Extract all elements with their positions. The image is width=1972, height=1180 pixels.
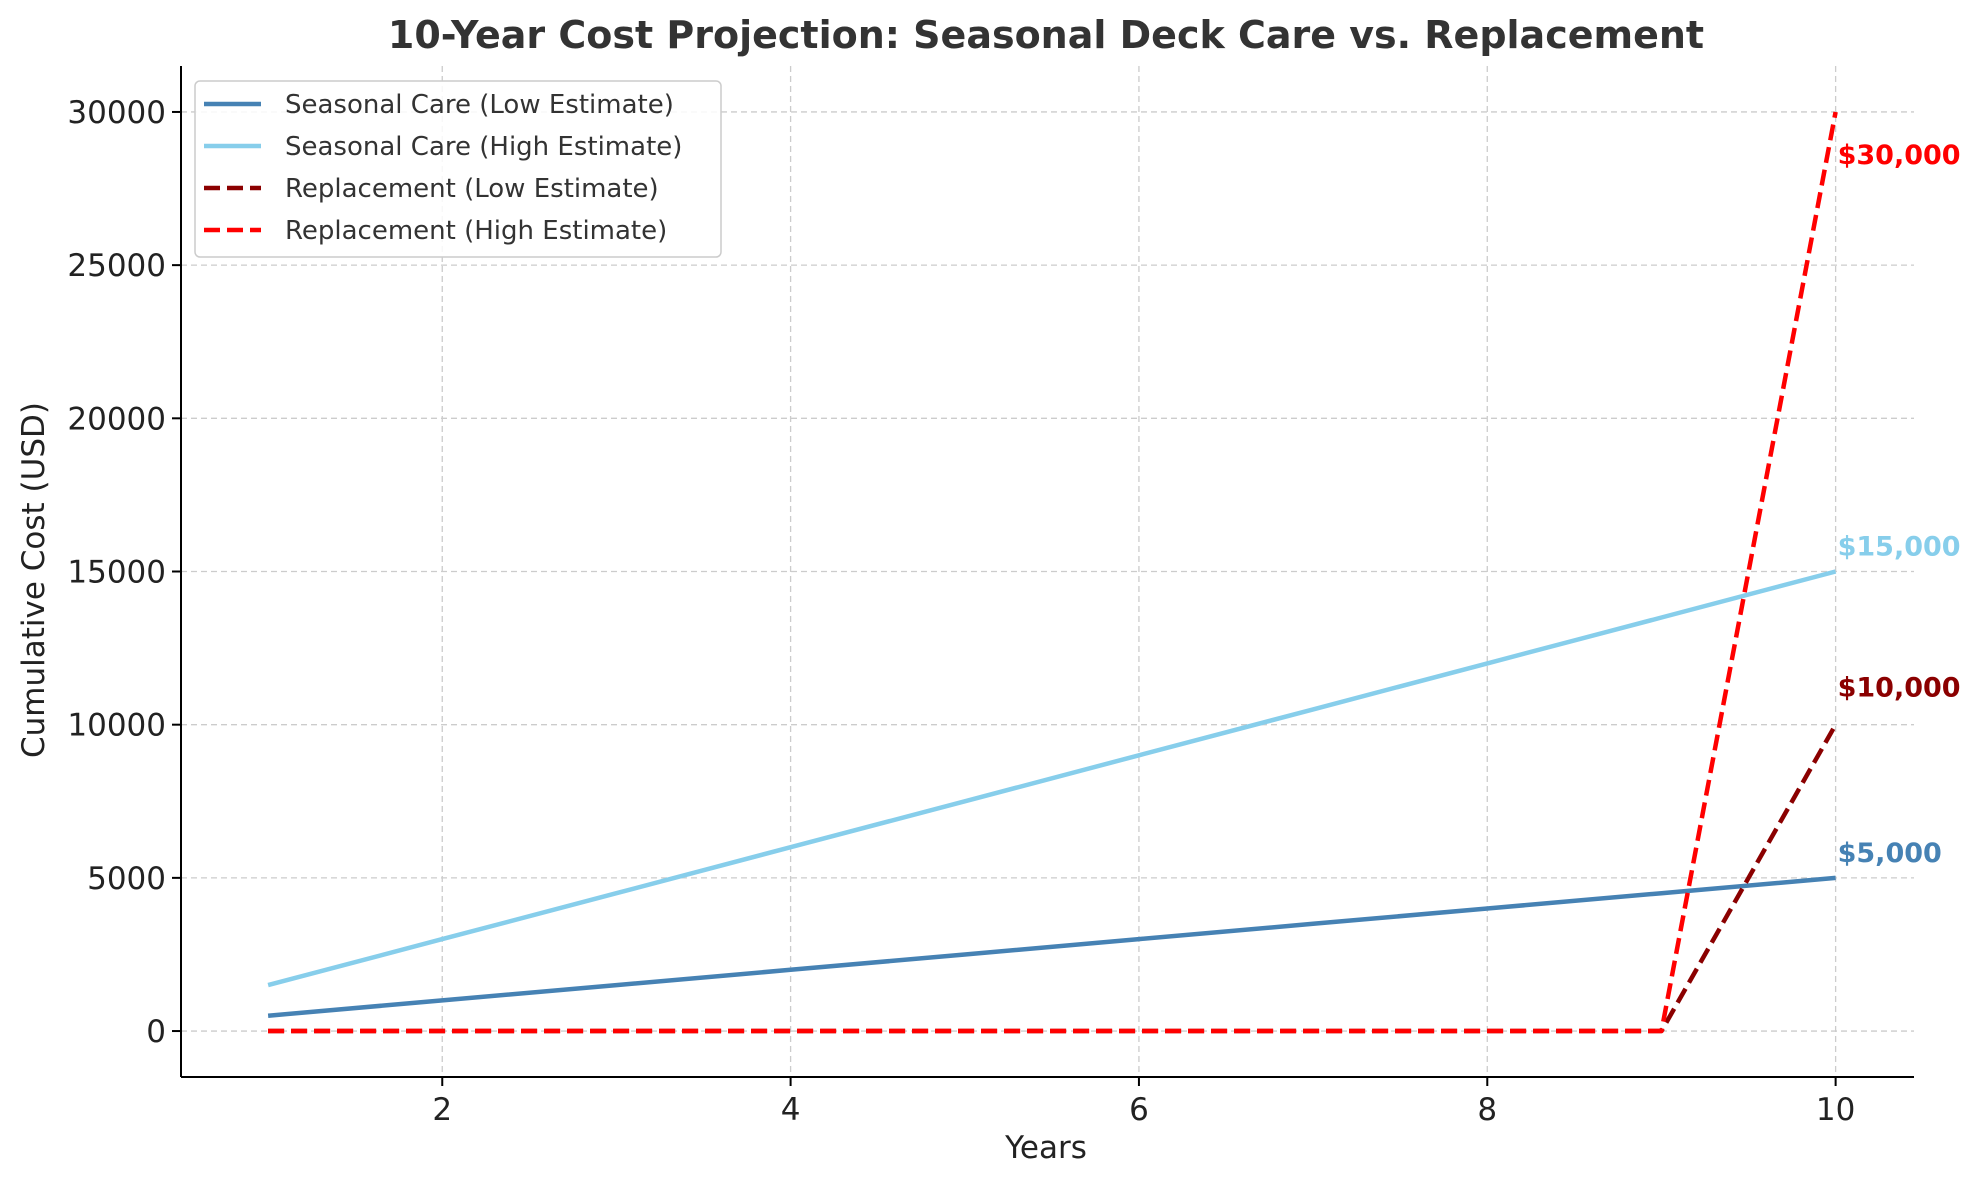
series-line [267, 875, 1836, 1018]
y-tick-label: 20000 [67, 401, 166, 437]
end-label: $30,000 [1838, 140, 1961, 171]
legend-item-label: Replacement (High Estimate) [285, 216, 667, 246]
x-axis-label: Years [1004, 1130, 1087, 1166]
x-tick-label: 4 [781, 1092, 801, 1128]
legend-item-label: Seasonal Care (Low Estimate) [285, 90, 674, 120]
y-tick-label: 15000 [67, 555, 166, 591]
plot-series [267, 111, 1838, 1034]
x-tick-label: 10 [1816, 1092, 1855, 1128]
x-tick-label: 6 [1129, 1092, 1149, 1128]
y-axis-label: Cumulative Cost (USD) [16, 402, 52, 758]
end-label: $10,000 [1838, 673, 1961, 704]
y-tick-label: 25000 [67, 248, 166, 284]
y-tick-label: 0 [146, 1014, 166, 1050]
series-line [267, 569, 1837, 988]
end-label: $15,000 [1838, 532, 1961, 563]
legend-item-label: Seasonal Care (High Estimate) [285, 132, 682, 162]
x-tick-label: 8 [1477, 1092, 1497, 1128]
y-tick-label: 5000 [87, 861, 166, 897]
x-tick-label: 2 [432, 1092, 452, 1128]
series-line [268, 111, 1838, 1034]
y-tick-label: 30000 [67, 95, 166, 131]
end-labels: $5,000 $15,000 $10,000 $30,000 [1838, 140, 1961, 869]
end-label: $5,000 [1838, 838, 1942, 869]
legend: Seasonal Care (Low Estimate) Seasonal Car… [194, 80, 722, 258]
y-tick-label: 10000 [67, 708, 166, 744]
legend-item-label: Replacement (Low Estimate) [285, 174, 659, 204]
chart-title: 10-Year Cost Projection: Seasonal Deck C… [388, 13, 1704, 57]
legend-frame [194, 80, 722, 258]
ticks: 2 4 6 8 10 0 5000 10000 15000 20000 25000 30000 [67, 95, 1855, 1128]
